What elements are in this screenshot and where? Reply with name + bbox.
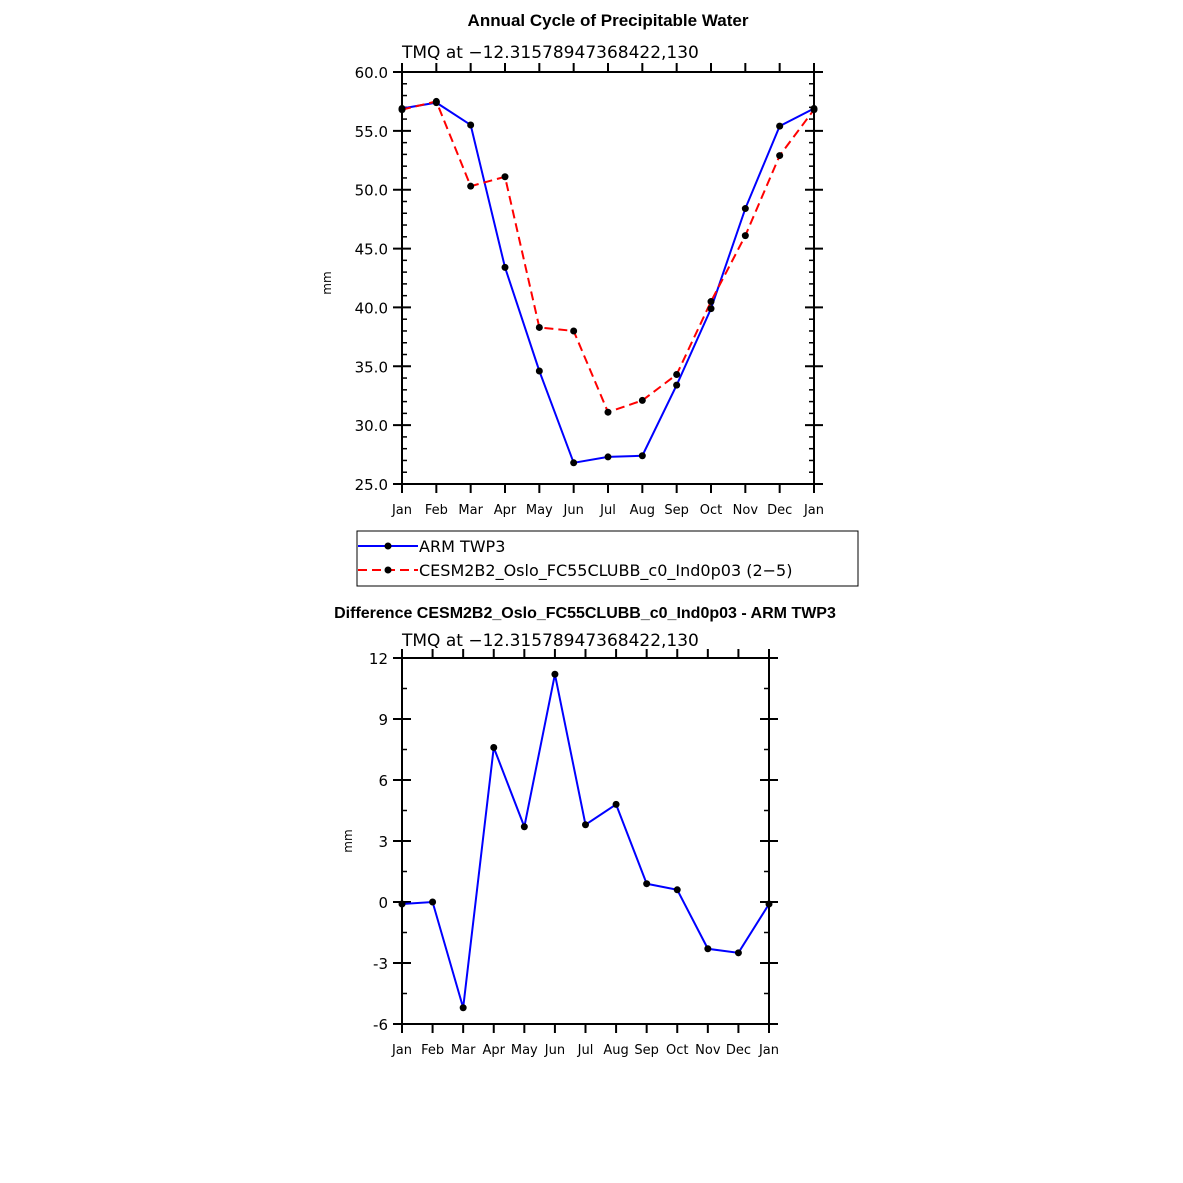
top-chart-series-0-point	[535, 367, 543, 375]
bottom-chart-series-0-point	[398, 900, 406, 908]
bottom-chart-ytick-label: 6	[378, 772, 388, 790]
top-chart-series-1-point	[570, 327, 578, 335]
top-chart-xtick-label: May	[526, 503, 553, 518]
top-chart-series-1-point	[776, 152, 784, 160]
top-chart-ytick-label: 55.0	[355, 123, 388, 141]
bottom-chart-subtitle: TMQ at −12.31578947368422,130	[401, 631, 699, 651]
top-chart-xtick-label: Jan	[391, 503, 412, 518]
bottom-chart-ytick-label: 3	[378, 833, 388, 851]
bottom-chart-xtick-label: Jan	[758, 1043, 779, 1058]
bottom-chart-series-0-point	[734, 949, 742, 957]
top-chart-series-1-point	[398, 106, 406, 114]
top-chart-series-1-point	[535, 323, 543, 331]
top-chart-ytick-label: 35.0	[355, 358, 388, 376]
top-chart-xtick-label: Mar	[458, 503, 483, 518]
top-chart-series-1-point	[501, 173, 509, 181]
top-chart-series-0-point	[467, 121, 475, 129]
top-chart-series-0-point	[707, 305, 715, 313]
top-chart-series-0-point	[673, 381, 681, 389]
bottom-chart-xtick-label: Jan	[391, 1043, 412, 1058]
bottom-chart-ytick-label: 12	[369, 650, 388, 668]
top-chart-series-1-point	[638, 396, 646, 404]
top-chart-series-0-point	[638, 452, 646, 460]
legend: ARM TWP3 CESM2B2_Oslo_FC55CLUBB_c0_Ind0p…	[356, 530, 859, 587]
bottom-chart-series-line-0	[401, 674, 770, 1009]
bottom-chart-xtick-label: Feb	[421, 1043, 444, 1058]
bottom-chart-ytick-label: -3	[373, 955, 388, 973]
top-chart-xtick-label: Feb	[425, 503, 448, 518]
top-chart-subtitle: TMQ at −12.31578947368422,130	[401, 43, 699, 63]
top-chart-ytick-label: 45.0	[355, 241, 388, 259]
top-chart-series-1-point	[432, 97, 440, 105]
bottom-chart-series-0-point	[765, 900, 773, 908]
top-chart-ytick-label: 30.0	[355, 417, 388, 435]
top-chart-xtick-label: Aug	[630, 503, 655, 518]
bottom-chart-series-0-point	[551, 670, 559, 678]
bottom-chart-xtick-label: Jun	[544, 1043, 565, 1058]
bottom-chart-ytick-label: -6	[373, 1016, 388, 1034]
top-chart-ytick-label: 60.0	[355, 64, 388, 82]
bottom-chart-series-0-point	[520, 823, 528, 831]
top-chart-plot-frame	[401, 71, 815, 485]
top-chart-series-line-1	[401, 100, 815, 414]
bottom-chart-xtick-label: Dec	[726, 1043, 751, 1058]
top-chart-xtick-label: Jan	[803, 503, 824, 518]
top-chart-ytick-label: 25.0	[355, 476, 388, 494]
bottom-chart-series-0-point	[429, 898, 437, 906]
top-chart-xtick-label: Sep	[664, 503, 689, 518]
legend-arm-label: ARM TWP3	[419, 537, 505, 556]
bottom-chart-series-0-point	[459, 1004, 467, 1012]
top-chart-ytick-label: 40.0	[355, 299, 388, 317]
legend-arm-marker	[384, 542, 392, 550]
top-chart-series-1-point	[810, 106, 818, 114]
bottom-chart-title: Difference CESM2B2_Oslo_FC55CLUBB_c0_Ind…	[334, 605, 836, 622]
top-chart-series-0-point	[501, 263, 509, 271]
top-chart-series-1-point	[741, 232, 749, 240]
bottom-chart-xtick-label: May	[511, 1043, 538, 1058]
top-chart-series-0-point	[570, 459, 578, 467]
top-chart-series-1-point	[604, 408, 612, 416]
top-chart-title: Annual Cycle of Precipitable Water	[468, 11, 749, 30]
bottom-chart-xtick-label: Sep	[634, 1043, 659, 1058]
top-chart-series-0-point	[741, 205, 749, 213]
bottom-chart-xtick-label: Apr	[483, 1043, 506, 1058]
top-chart-series-0-point	[776, 122, 784, 130]
bottom-chart-series-0-point	[643, 880, 651, 888]
top-chart-xtick-label: Dec	[767, 503, 792, 518]
bottom-chart-series-0-point	[582, 821, 589, 829]
top-chart-series-1-point	[673, 371, 681, 379]
bottom-chart-xtick-label: Oct	[666, 1043, 688, 1058]
bottom-chart-xtick-label: Jul	[577, 1043, 594, 1058]
bottom-chart-xtick-label: Mar	[451, 1043, 476, 1058]
bottom-chart-ytick-label: 0	[378, 894, 388, 912]
top-chart-xtick-label: Apr	[494, 503, 517, 518]
legend-cesm-label: CESM2B2_Oslo_FC55CLUBB_c0_Ind0p03 (2−5)	[419, 561, 792, 581]
top-chart-series-1-point	[707, 298, 715, 306]
top-chart-ytick-label: 50.0	[355, 182, 388, 200]
top-chart-xtick-label: Oct	[700, 503, 722, 518]
bottom-chart-series-0-point	[673, 886, 681, 894]
bottom-chart-xtick-label: Nov	[695, 1043, 721, 1058]
bottom-chart-plot-frame	[401, 657, 770, 1025]
bottom-chart-ytick-label: 9	[378, 711, 388, 729]
bottom-chart-ylabel: mm	[341, 829, 355, 852]
legend-box	[356, 530, 859, 587]
top-chart-xtick-label: Nov	[733, 503, 759, 518]
top-chart-ylabel: mm	[320, 271, 334, 294]
bottom-chart-series-0-point	[612, 800, 620, 808]
bottom-chart-xtick-label: Aug	[603, 1043, 628, 1058]
top-chart-series-0-point	[604, 453, 612, 461]
top-chart-xtick-label: Jun	[563, 503, 584, 518]
top-chart-series-1-point	[467, 182, 475, 190]
legend-cesm-marker	[384, 566, 392, 574]
top-chart-xtick-label: Jul	[599, 503, 616, 518]
bottom-chart-series-0-point	[704, 945, 712, 953]
bottom-chart-series-0-point	[490, 743, 498, 751]
